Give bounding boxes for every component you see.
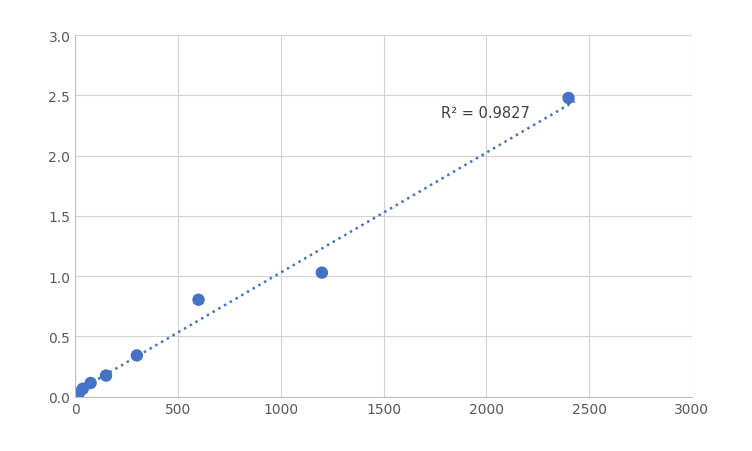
Point xyxy=(100,372,112,379)
Point xyxy=(73,390,85,397)
Point xyxy=(193,296,205,304)
Point xyxy=(316,269,328,276)
Point xyxy=(131,352,143,359)
Point xyxy=(77,385,89,392)
Point xyxy=(562,95,575,102)
Text: R² = 0.9827: R² = 0.9827 xyxy=(441,106,530,121)
Point xyxy=(84,380,96,387)
